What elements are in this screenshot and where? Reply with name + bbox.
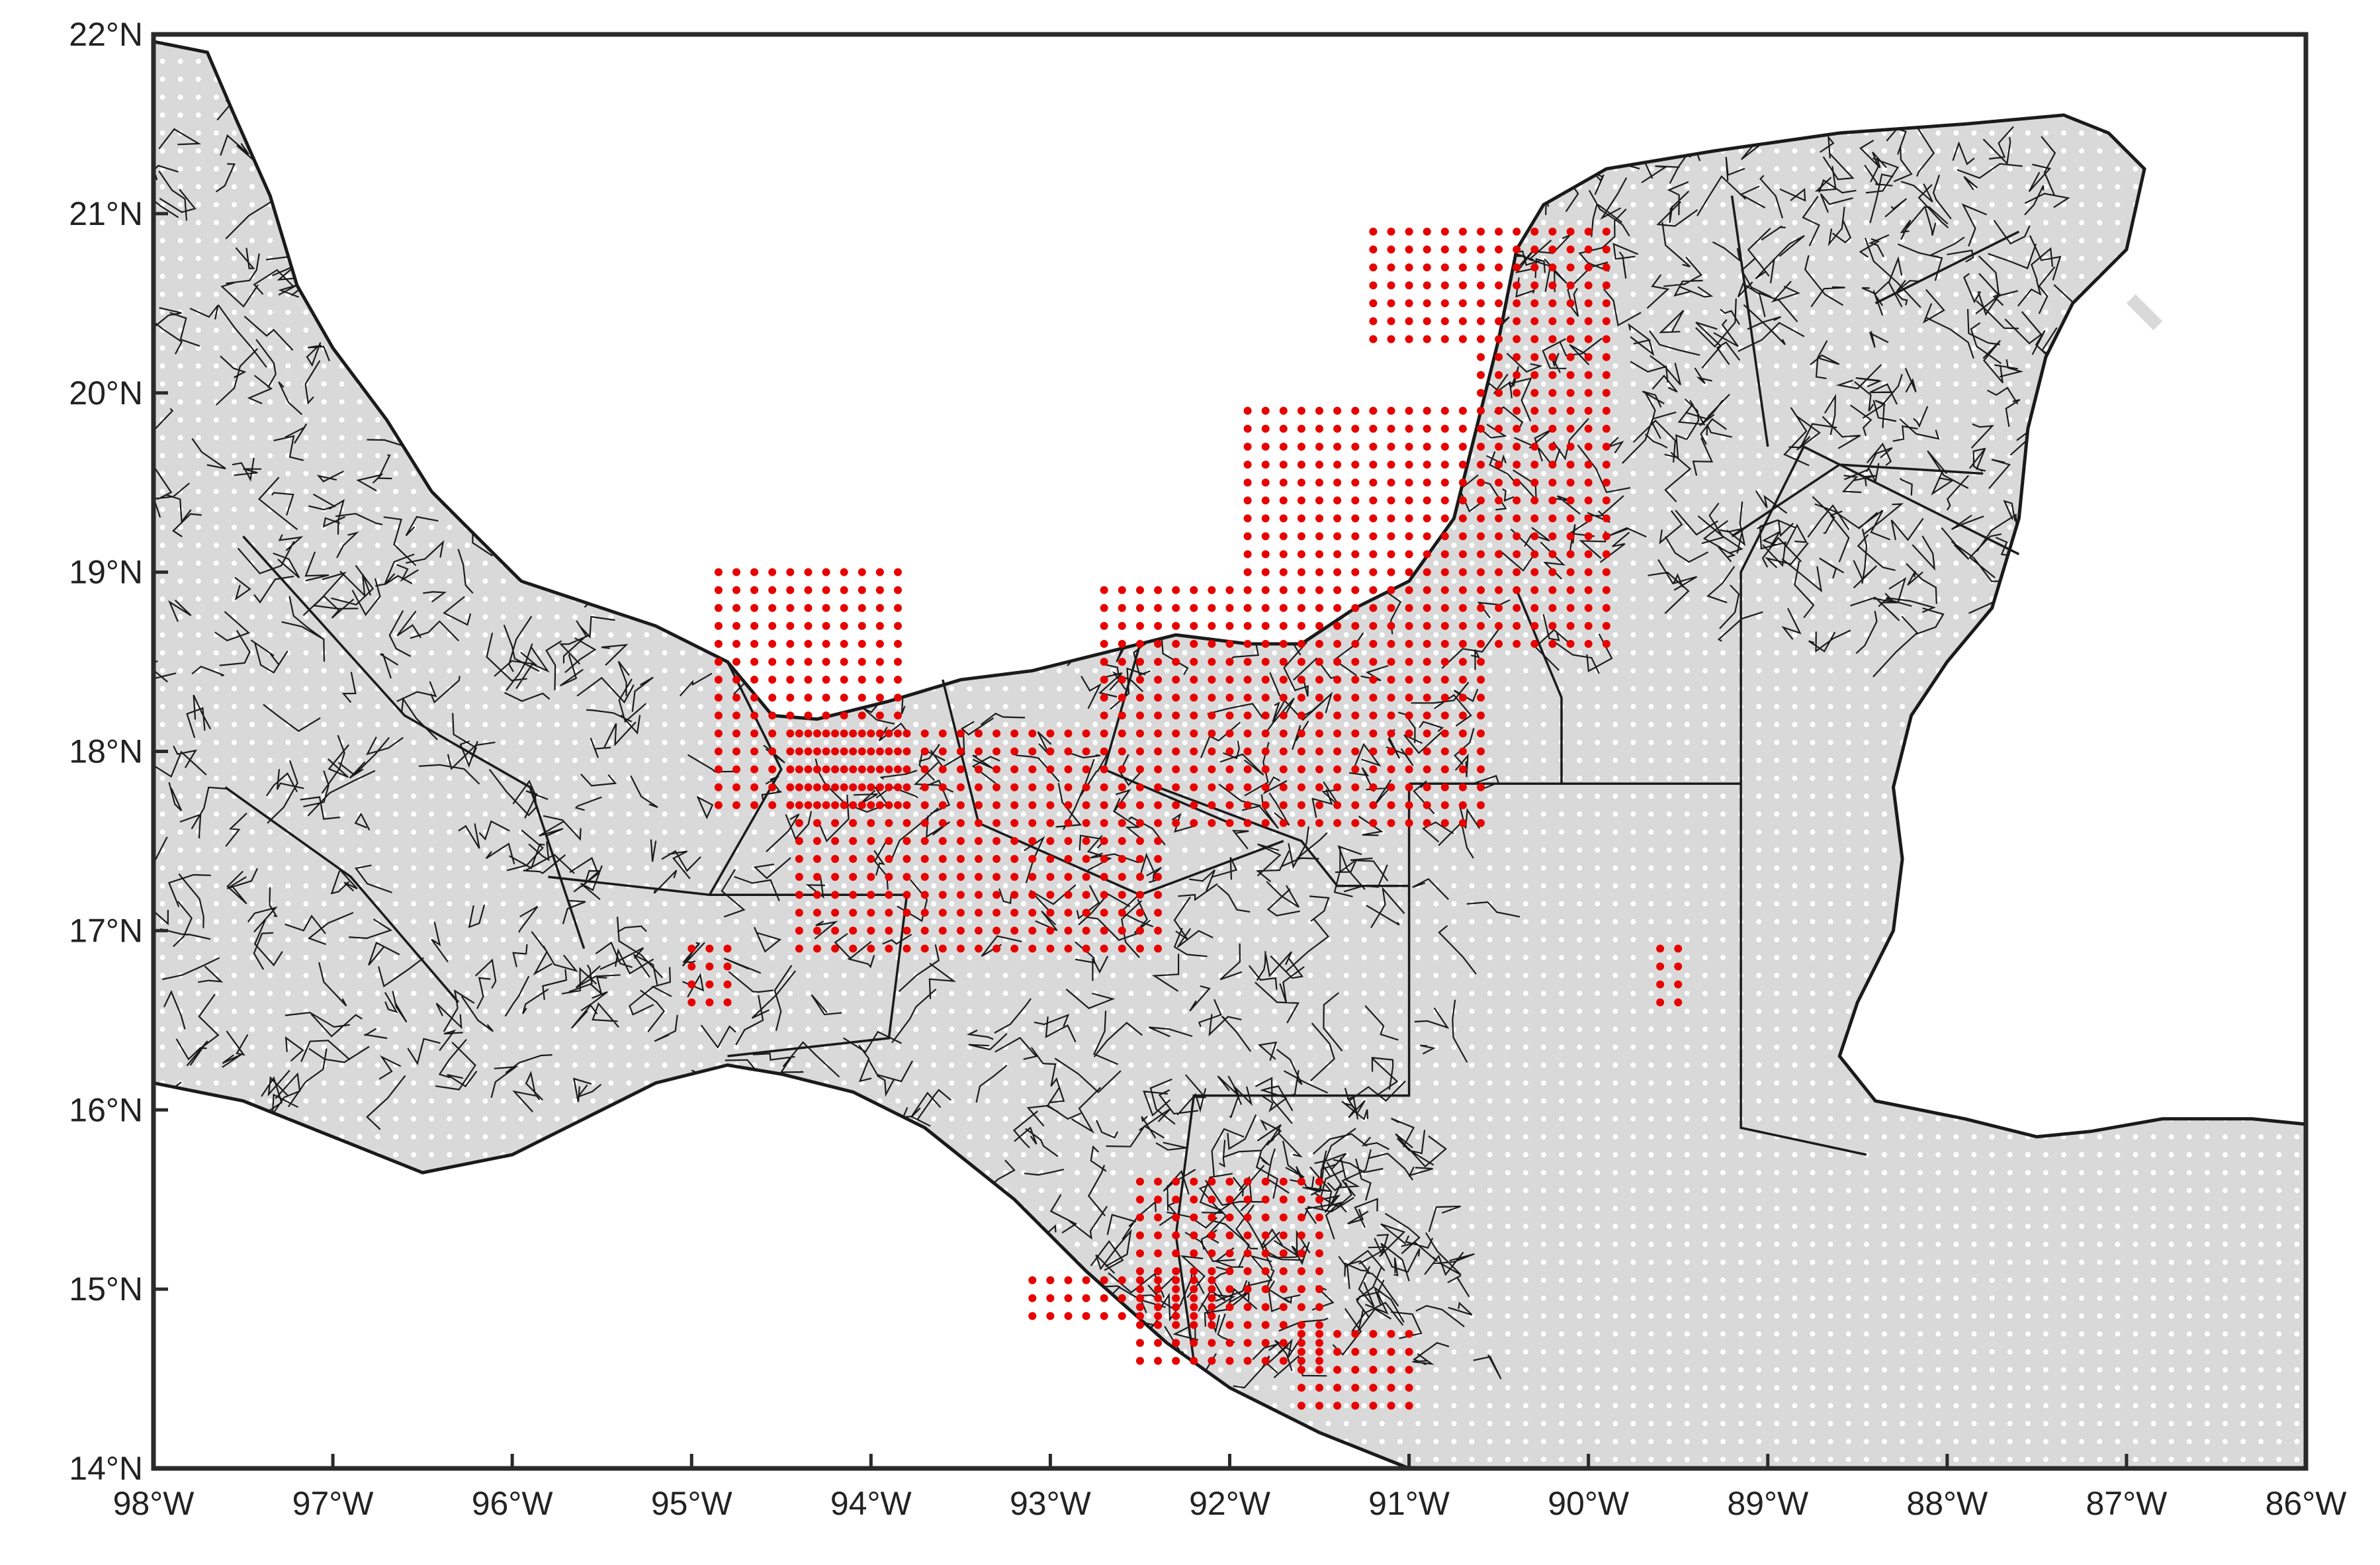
y-tick-label: 21°N — [69, 195, 143, 232]
y-tick-label: 18°N — [69, 733, 143, 770]
latitude-axis: 22°N 21°N 20°N 19°N 18°N 17°N 16°N 15°N 14°N — [69, 16, 168, 1487]
x-tick-label: 91°W — [1368, 1485, 1450, 1522]
x-tick-label: 86°W — [2266, 1485, 2348, 1522]
x-tick-label: 95°W — [651, 1485, 733, 1522]
y-tick-label: 19°N — [69, 554, 143, 591]
x-tick-label: 93°W — [1010, 1485, 1092, 1522]
x-tick-label: 96°W — [472, 1485, 554, 1522]
y-tick-label: 16°N — [69, 1091, 143, 1128]
y-tick-label: 22°N — [69, 16, 143, 53]
x-tick-label: 94°W — [830, 1485, 912, 1522]
x-tick-label: 87°W — [2086, 1485, 2168, 1522]
municipal-boundaries — [154, 40, 2306, 1468]
longitude-axis: 98°W 97°W 96°W 95°W 94°W 93°W 92°W 91°W 90°W 89°W… — [113, 1454, 2348, 1522]
coastline — [154, 40, 2306, 1468]
state-boundary — [1874, 230, 2020, 304]
x-tick-label: 89°W — [1727, 1485, 1809, 1522]
x-tick-label: 90°W — [1548, 1485, 1630, 1522]
island-cozumel — [2126, 294, 2163, 330]
state-boundary — [224, 786, 460, 1003]
state-boundary — [1731, 463, 1984, 537]
y-tick-label: 14°N — [69, 1450, 143, 1487]
state-boundary — [242, 535, 586, 950]
state-boundary — [1157, 786, 1409, 887]
y-tick-label: 17°N — [69, 912, 143, 949]
x-tick-label: 98°W — [113, 1485, 195, 1522]
x-tick-label: 88°W — [1906, 1485, 1988, 1522]
x-tick-label: 92°W — [1189, 1485, 1271, 1522]
y-tick-label: 20°N — [69, 375, 143, 412]
x-tick-label: 97°W — [292, 1485, 375, 1522]
state-boundary — [1740, 783, 1867, 1156]
y-tick-label: 15°N — [69, 1271, 143, 1308]
state-boundary — [1730, 195, 1769, 447]
